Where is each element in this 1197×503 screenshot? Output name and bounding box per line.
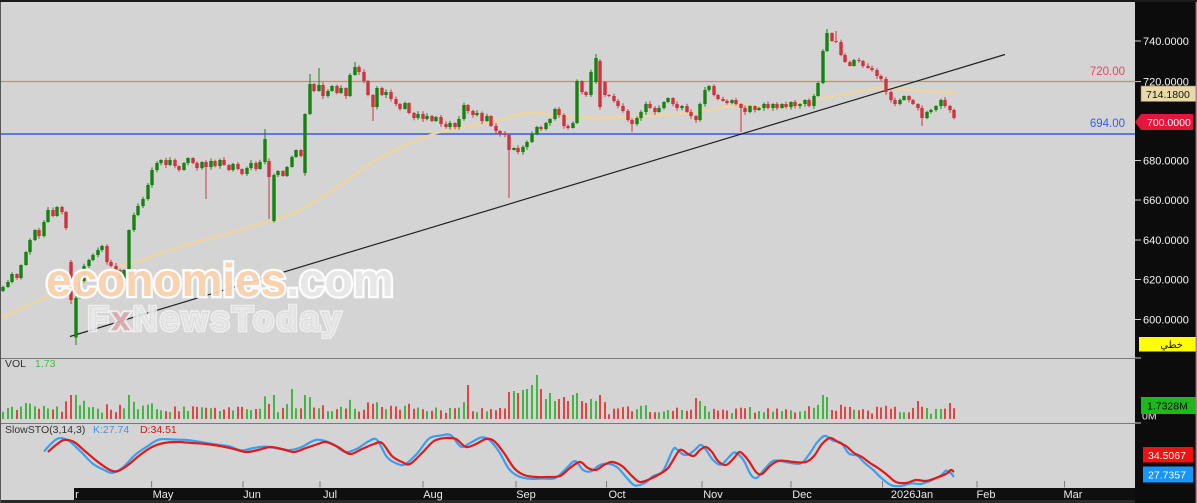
svg-text:714.1800: 714.1800: [1146, 89, 1190, 101]
svg-text:1.7328M: 1.7328M: [1147, 401, 1188, 413]
svg-text:660.0000: 660.0000: [1143, 195, 1189, 207]
svg-text:خطي: خطي: [1160, 340, 1183, 351]
svg-text:34.5067: 34.5067: [1148, 450, 1186, 462]
svg-text:700.0000: 700.0000: [1147, 117, 1191, 129]
svg-text:SlowSTO(3,14,3): SlowSTO(3,14,3): [5, 424, 85, 436]
svg-text:Aug: Aug: [423, 489, 443, 501]
svg-text:K:27.74: K:27.74: [93, 424, 129, 436]
svg-text:FxNewsToday: FxNewsToday: [88, 300, 344, 337]
svg-text:economies.com: economies.com: [46, 254, 394, 306]
svg-text:640.0000: 640.0000: [1143, 235, 1189, 247]
svg-text:2026Jan: 2026Jan: [891, 489, 933, 501]
svg-text:680.0000: 680.0000: [1143, 156, 1189, 168]
svg-text:May: May: [153, 489, 174, 501]
svg-text:1.73: 1.73: [35, 358, 56, 370]
svg-text:Nov: Nov: [703, 489, 723, 501]
svg-text:D:34.51: D:34.51: [140, 424, 177, 436]
svg-text:720.00: 720.00: [1090, 66, 1125, 78]
svg-text:620.0000: 620.0000: [1143, 275, 1189, 287]
svg-text:740.0000: 740.0000: [1143, 36, 1189, 48]
svg-text:VOL: VOL: [5, 358, 26, 370]
svg-text:27.7357: 27.7357: [1148, 470, 1186, 482]
svg-text:Sep: Sep: [516, 489, 536, 501]
svg-text:600.0000: 600.0000: [1143, 315, 1189, 327]
svg-text:Mar: Mar: [1064, 489, 1083, 501]
svg-text:Dec: Dec: [792, 489, 812, 501]
svg-text:Feb: Feb: [977, 489, 996, 501]
svg-text:r: r: [75, 489, 79, 501]
svg-text:694.00: 694.00: [1090, 118, 1125, 130]
svg-text:Jul: Jul: [323, 489, 337, 501]
svg-text:FxNewsToday: FxNewsToday: [88, 300, 344, 337]
svg-text:Jun: Jun: [243, 489, 261, 501]
svg-text:Oct: Oct: [608, 489, 625, 501]
svg-text:720.0000: 720.0000: [1143, 77, 1189, 89]
